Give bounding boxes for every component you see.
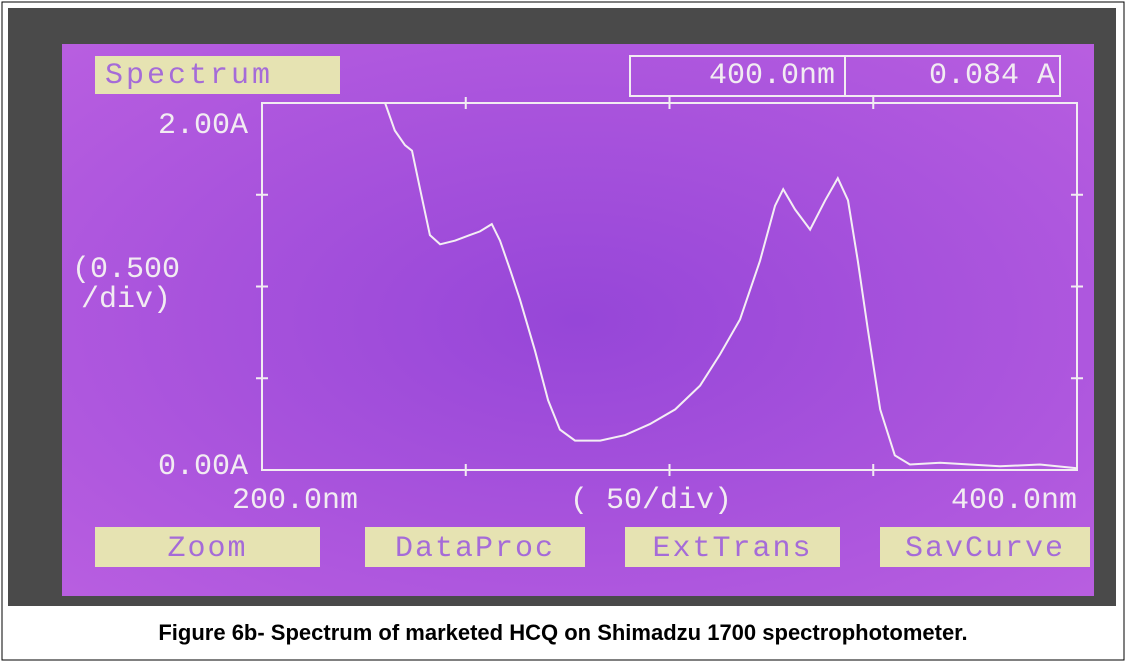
button[interactable]: Zoom (167, 532, 247, 566)
y-tick-label: 0.00A (158, 450, 248, 484)
absorbance: 0.084 A (929, 59, 1055, 93)
y-tick-label: 2.00A (158, 109, 248, 143)
button-bg (365, 527, 585, 567)
x-tick-label: 200.0nm (232, 484, 358, 518)
spectrum-line (384, 102, 1078, 470)
x-axis-label: ( 50/div) (570, 484, 732, 518)
abs-box (844, 55, 1061, 97)
button[interactable]: ExtTrans (652, 532, 812, 566)
button-bg (625, 527, 840, 567)
mode-box (95, 56, 340, 94)
mode: Spectrum (105, 59, 273, 93)
x-tick-label: 400.0nm (951, 484, 1077, 518)
y-axis-label: (0.500 /div) (72, 253, 181, 317)
wavelength: 400.0nm (709, 59, 835, 93)
button-bg (880, 527, 1090, 567)
button[interactable]: SavCurve (905, 532, 1065, 566)
screen (62, 44, 1094, 596)
button-bg (95, 527, 320, 567)
button[interactable]: DataProc (395, 532, 555, 566)
caption: Figure 6b- Spectrum of marketed HCQ on S… (158, 620, 968, 645)
